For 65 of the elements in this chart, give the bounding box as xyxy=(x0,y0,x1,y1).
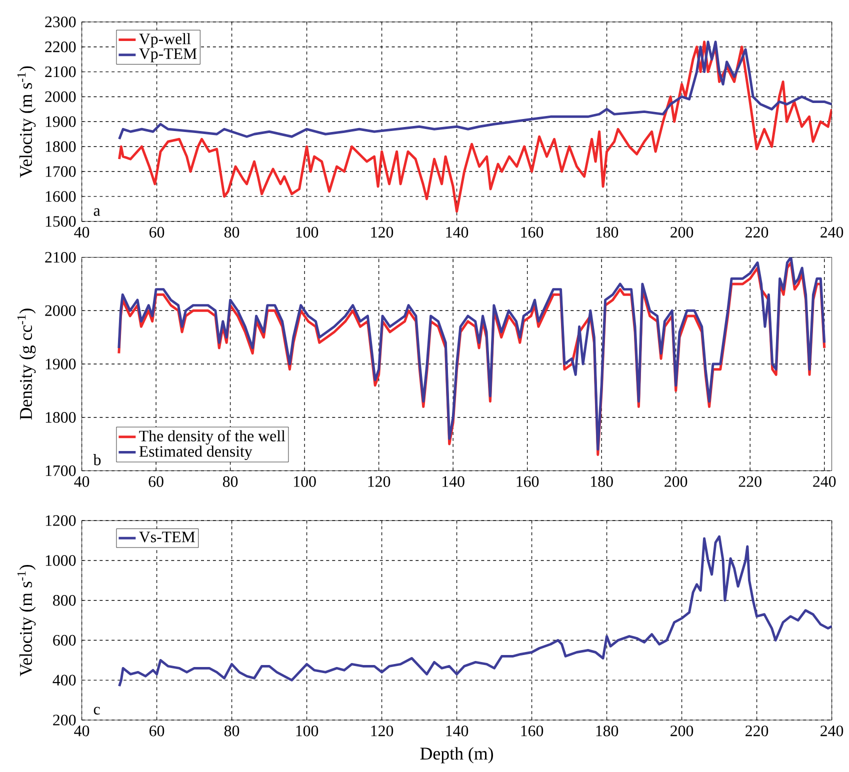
x-tick-label: 240 xyxy=(813,476,836,487)
y-tick-label: 2000 xyxy=(45,305,76,316)
x-tick-label: 180 xyxy=(596,226,618,238)
y-tick-label: 1700 xyxy=(46,166,76,177)
x-tick-label: 160 xyxy=(521,726,544,736)
y-tick-label: 1900 xyxy=(46,358,76,370)
y-tick-label: 2100 xyxy=(45,252,76,263)
y-tick-label: 1500 xyxy=(46,216,76,227)
legend-label: Estimated density xyxy=(139,446,252,460)
y-tick-label: 2100 xyxy=(45,66,76,78)
x-tick-label: 220 xyxy=(746,226,768,238)
x-tick-label: 60 xyxy=(150,226,164,238)
x-tick-label: 160 xyxy=(521,226,544,238)
y-axis-title: Density (g cc$^{-1}$) xyxy=(17,308,36,420)
x-tick-label: 180 xyxy=(596,726,618,736)
x-tick-label: 100 xyxy=(296,726,318,736)
x-tick-label: 80 xyxy=(224,226,240,238)
y-tick-label: 800 xyxy=(53,595,76,606)
x-tick-label: 240 xyxy=(820,226,844,238)
x-tick-label: 60 xyxy=(150,726,164,736)
y-tick-label: 1600 xyxy=(46,191,76,202)
x-tick-label: 180 xyxy=(591,476,613,487)
x-tick-label: 140 xyxy=(442,476,464,487)
y-tick-label: 600 xyxy=(53,634,76,646)
x-tick-label: 220 xyxy=(746,726,768,736)
y-tick-label: 1000 xyxy=(46,555,76,566)
legend-label: Vp-TEM xyxy=(139,48,197,62)
legend-label: The density of the well xyxy=(139,430,286,445)
x-tick-label: 240 xyxy=(820,726,844,736)
x-tick-label: 40 xyxy=(74,476,90,487)
x-tick-label: 40 xyxy=(74,726,90,736)
y-tick-label: 1800 xyxy=(46,141,76,152)
y-tick-label: 200 xyxy=(53,714,76,726)
x-tick-label: 160 xyxy=(516,476,539,487)
x-tick-label: 200 xyxy=(664,476,688,487)
x-tick-label: 120 xyxy=(371,726,394,736)
y-tick-label: 2000 xyxy=(45,91,76,102)
legend-label: Vp-well xyxy=(139,33,191,48)
x-tick-label: 80 xyxy=(224,726,240,736)
y-tick-label: 1800 xyxy=(46,412,76,423)
x-tick-label: 40 xyxy=(74,226,90,238)
x-tick-label: 120 xyxy=(368,476,390,487)
x-tick-label: 200 xyxy=(670,726,694,736)
x-tick-label: 140 xyxy=(446,226,468,238)
y-tick-label: 2300 xyxy=(45,16,76,28)
annotation: b xyxy=(93,454,101,466)
legend-label: Vs-TEM xyxy=(139,532,195,542)
x-tick-label: 100 xyxy=(294,476,316,487)
x-tick-label: 120 xyxy=(371,226,394,238)
y-tick-label: 1700 xyxy=(46,465,76,476)
y-tick-label: 400 xyxy=(52,674,76,686)
y-tick-label: 1900 xyxy=(46,116,76,128)
y-axis-title: Velocity (m s$^{-1}$) xyxy=(17,565,36,676)
y-tick-label: 1200 xyxy=(46,515,76,526)
x-tick-label: 200 xyxy=(670,226,694,238)
y-tick-label: 2200 xyxy=(45,42,76,52)
annotation: c xyxy=(94,706,100,715)
x-axis-title: Depth (m) xyxy=(420,747,493,764)
y-axis-title: Velocity (m s$^{-1}$) xyxy=(17,66,36,178)
x-tick-label: 100 xyxy=(296,226,318,238)
x-tick-label: 60 xyxy=(148,476,164,487)
x-tick-label: 80 xyxy=(222,476,238,487)
annotation: a xyxy=(94,208,100,216)
x-tick-label: 140 xyxy=(446,726,468,736)
x-tick-label: 220 xyxy=(738,476,762,487)
